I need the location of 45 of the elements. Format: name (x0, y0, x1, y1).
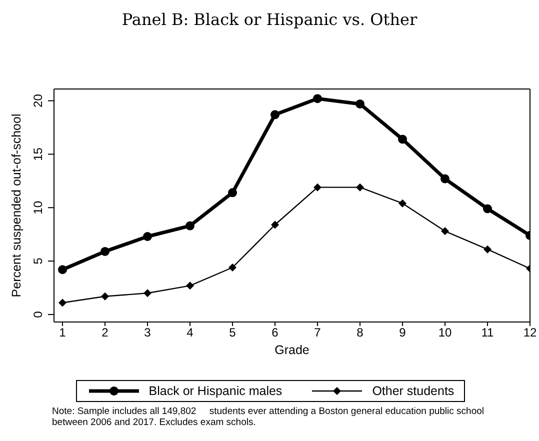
x-tick-label: 9 (399, 326, 406, 340)
point (356, 99, 364, 108)
point (271, 220, 279, 229)
x-tick-label: 5 (229, 326, 236, 340)
x-tick-label: 12 (523, 326, 537, 340)
y-axis-title: Percent suspended out-of-school (9, 114, 24, 298)
point (313, 94, 322, 104)
point (186, 221, 194, 230)
point (440, 174, 450, 184)
point (356, 183, 364, 192)
x-tick-label: 10 (438, 326, 452, 340)
x-tick-label: 7 (314, 326, 322, 340)
x-tick-label: 8 (356, 326, 364, 340)
x-tick-label: 6 (272, 326, 279, 340)
x-tick-label: 11 (481, 326, 494, 340)
point (58, 265, 67, 274)
y-tick-label: 10 (31, 200, 45, 214)
text: Note: Sample includes all 149,802 students ever attending a Boston general education public school between 2006 and 2017. Excludes exam schols. (52, 406, 486, 429)
point (58, 298, 66, 307)
point (186, 282, 194, 290)
point (270, 110, 280, 120)
point (144, 289, 152, 298)
point (228, 263, 236, 272)
point (398, 134, 407, 144)
x-axis-title: Grade (274, 343, 310, 357)
legend-label: Black or Hispanic males (148, 384, 282, 398)
y-tick-label: 20 (31, 94, 45, 108)
point (441, 227, 449, 236)
x-tick-label: 2 (102, 326, 109, 340)
x-tick-label: 1 (59, 326, 66, 340)
point (100, 246, 110, 256)
y-tick-label: 0 (31, 310, 45, 318)
point (483, 204, 492, 214)
legend-label: Other students (372, 384, 454, 398)
point (101, 292, 109, 300)
y-tick-label: 15 (31, 147, 45, 161)
point (228, 188, 237, 198)
x-tick-label: 3 (144, 326, 152, 340)
point (398, 199, 406, 208)
point (314, 183, 322, 192)
point (484, 245, 492, 254)
chart-title: Panel B: Black or Hispanic vs. Other (120, 10, 418, 29)
y-tick-label: 5 (31, 257, 45, 264)
point (143, 232, 152, 241)
x-tick-label: 4 (186, 326, 194, 340)
